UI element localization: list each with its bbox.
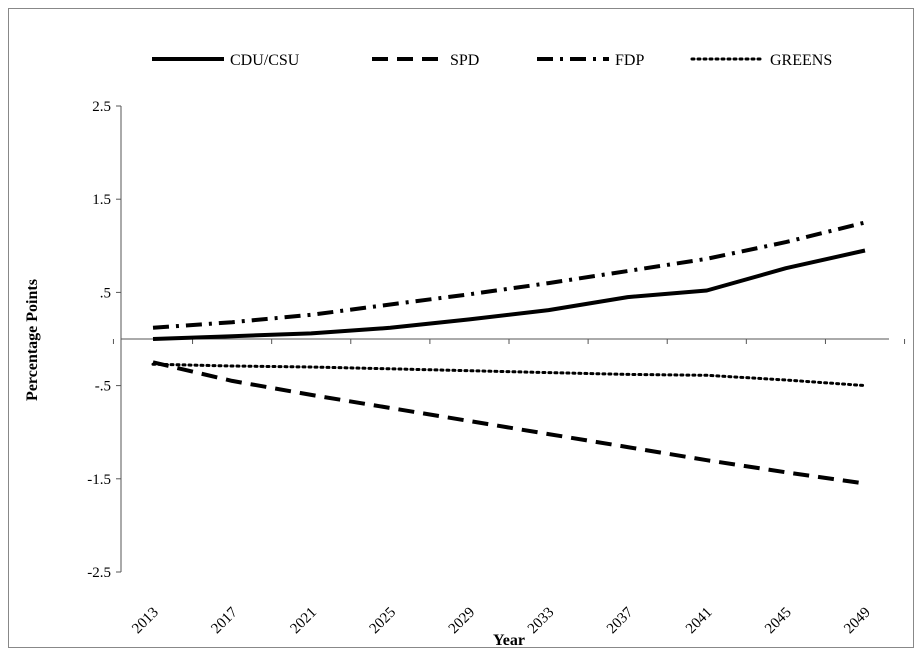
x-tick-label: 2041	[683, 605, 716, 638]
series-line-greens	[151, 362, 867, 388]
legend: CDU/CSU SPD FDP GREENS	[152, 52, 832, 69]
legend-label-fdp: FDP	[615, 52, 644, 69]
y-axis-title: Percentage Points	[24, 279, 41, 401]
x-axis-title: Year	[493, 632, 525, 649]
x-tick-label: 2017	[208, 604, 241, 637]
series-line-fdp	[152, 220, 866, 330]
y-tick-label: .5	[100, 285, 111, 301]
line-chart: CDU/CSU SPD FDP GREENS 2.51.5.5-.5-1.5-2.5 …	[24, 52, 906, 649]
x-tick-label: 2049	[841, 605, 874, 638]
y-tick-label: 1.5	[92, 192, 111, 208]
y-tick-label: -2.5	[87, 565, 111, 581]
legend-label-spd: SPD	[450, 52, 479, 69]
plot-lines	[151, 220, 867, 486]
series-line-spd	[152, 360, 866, 486]
y-tick-label: -.5	[95, 379, 111, 395]
x-tick-label: 2045	[762, 605, 795, 638]
x-tick-label: 2029	[446, 605, 479, 638]
x-tick-label: 2037	[604, 604, 637, 637]
legend-label-greens: GREENS	[770, 52, 832, 69]
x-tick-label: 2025	[367, 605, 400, 638]
y-tick-label: -1.5	[87, 472, 111, 488]
series-line-cdu-csu	[152, 248, 866, 341]
y-tick-label: 2.5	[92, 99, 111, 115]
x-tick-label: 2021	[288, 605, 321, 638]
x-axis: 2013 2017 2021 2025 2029 2033 2037 2041 2045 2049	[112, 338, 906, 638]
y-axis: 2.5 1.5 .5 -.5 -1.5 -2.5	[87, 99, 122, 581]
chart-frame: CDU/CSU SPD FDP GREENS 2.5 1.5.5 -.5 -1.5 -2.5 …	[8, 8, 914, 649]
legend-label-cdu-csu: CDU/CSU	[230, 52, 300, 69]
x-tick-label: 2033	[525, 605, 558, 638]
x-tick-label: 2013	[129, 605, 162, 638]
